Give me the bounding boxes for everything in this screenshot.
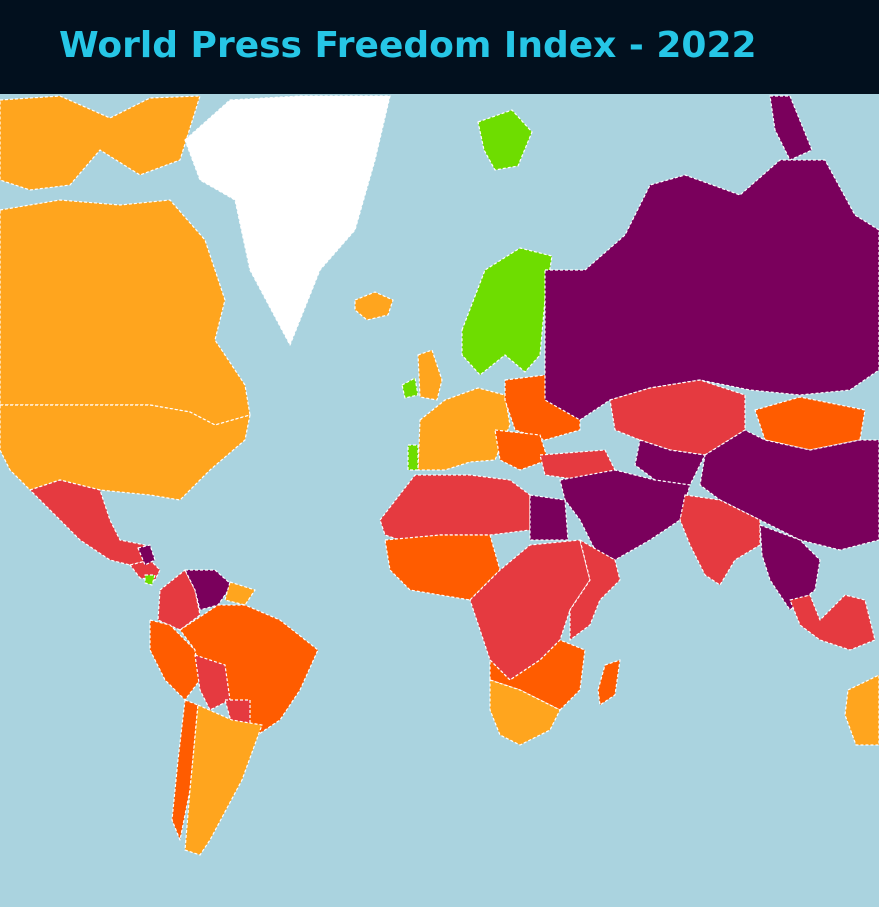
canada <box>0 199 251 426</box>
greenland <box>184 95 391 346</box>
north-africa <box>379 474 531 541</box>
chile <box>171 699 199 841</box>
svalbard <box>477 109 533 171</box>
east-africa <box>569 539 621 641</box>
header-bar: World Press Freedom Index - 2022 <box>0 0 879 94</box>
bolivia <box>194 654 231 711</box>
australia <box>844 674 879 746</box>
kazakhstan <box>609 379 746 456</box>
nicaragua <box>137 544 156 566</box>
ireland <box>401 377 419 399</box>
uk <box>417 349 443 401</box>
peru <box>149 619 201 701</box>
russia <box>544 159 879 421</box>
madagascar <box>597 659 621 706</box>
map-title: World Press Freedom Index - 2022 <box>59 25 757 66</box>
portugal <box>407 444 419 471</box>
central-africa <box>469 539 591 681</box>
nordics <box>461 247 553 376</box>
indonesia <box>789 594 876 651</box>
west-africa <box>384 534 501 601</box>
guianas <box>224 581 256 606</box>
egypt <box>529 494 569 541</box>
world-map <box>0 95 879 856</box>
iceland <box>354 291 394 321</box>
usa <box>0 404 251 501</box>
argentina <box>184 704 263 856</box>
india <box>679 494 761 586</box>
southern-africa <box>489 639 586 711</box>
western-europe <box>417 387 511 471</box>
costa-rica <box>144 574 156 586</box>
middle-east <box>559 469 691 561</box>
balkans <box>494 429 549 471</box>
south-africa <box>489 679 561 746</box>
arctic-islands <box>0 95 201 191</box>
russia-north <box>769 95 813 161</box>
